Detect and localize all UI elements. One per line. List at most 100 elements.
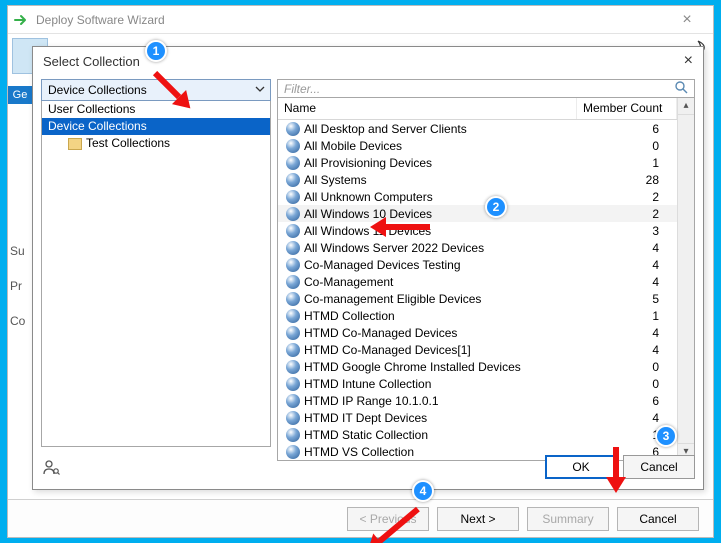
- collection-icon: [286, 156, 300, 170]
- wizard-side-label: Su: [10, 244, 25, 258]
- row-name: Co-Management: [304, 275, 589, 289]
- collection-list-wrap: Name Member Count All Desktop and Server…: [277, 98, 695, 461]
- tree-item[interactable]: User Collections: [42, 101, 270, 118]
- wizard-summary-button[interactable]: Summary: [527, 507, 609, 531]
- row-name: HTMD Co-Managed Devices: [304, 326, 589, 340]
- list-row[interactable]: All Mobile Devices0: [278, 137, 677, 154]
- list-header: Name Member Count: [278, 98, 677, 120]
- collection-icon: [286, 224, 300, 238]
- wizard-titlebar: Deploy Software Wizard ×: [8, 6, 713, 34]
- col-name-header[interactable]: Name: [278, 98, 577, 119]
- list-row[interactable]: All Provisioning Devices1: [278, 154, 677, 171]
- list-row[interactable]: HTMD IT Dept Devices4: [278, 409, 677, 426]
- list-row[interactable]: All Unknown Computers2: [278, 188, 677, 205]
- col-count-header[interactable]: Member Count: [577, 98, 677, 119]
- dialog-title: Select Collection: [43, 54, 665, 69]
- row-count: 3: [589, 224, 677, 238]
- row-count: 2: [589, 190, 677, 204]
- row-count: 1: [589, 428, 677, 442]
- list-row[interactable]: All Windows 10 Devices2: [278, 205, 677, 222]
- dialog-footer: OK Cancel: [41, 453, 695, 481]
- row-name: HTMD Intune Collection: [304, 377, 589, 391]
- row-name: All Windows 10 Devices: [304, 207, 589, 221]
- row-name: HTMD Google Chrome Installed Devices: [304, 360, 589, 374]
- row-name: All Mobile Devices: [304, 139, 589, 153]
- row-name: HTMD Static Collection: [304, 428, 589, 442]
- dropdown-value: Device Collections: [48, 83, 147, 97]
- collection-icon: [286, 139, 300, 153]
- tree-item[interactable]: Device Collections: [42, 118, 270, 135]
- row-name: All Windows Server 2022 Devices: [304, 241, 589, 255]
- dialog-right-pane: Filter... Name Member Count All Desktop …: [277, 79, 695, 447]
- ok-button[interactable]: OK: [545, 455, 617, 479]
- list-row[interactable]: Co-management Eligible Devices5: [278, 290, 677, 307]
- list-row[interactable]: HTMD Static Collection1: [278, 426, 677, 443]
- collection-icon: [286, 377, 300, 391]
- dialog-titlebar: Select Collection ×: [33, 47, 703, 75]
- dialog-cancel-button[interactable]: Cancel: [623, 455, 695, 479]
- list-row[interactable]: All Windows 11 Devices3: [278, 222, 677, 239]
- select-collection-dialog: Select Collection × Device Collections U…: [32, 46, 704, 490]
- collection-type-dropdown[interactable]: Device Collections: [41, 79, 271, 101]
- collection-icon: [286, 360, 300, 374]
- wizard-icon: [14, 12, 30, 28]
- wizard-cancel-button[interactable]: Cancel: [617, 507, 699, 531]
- dialog-body: Device Collections User CollectionsDevic…: [41, 79, 695, 447]
- row-count: 1: [589, 156, 677, 170]
- collection-icon: [286, 309, 300, 323]
- person-icon[interactable]: [41, 457, 61, 477]
- collection-icon: [286, 241, 300, 255]
- scroll-up-button[interactable]: ▴: [678, 98, 694, 115]
- tree-item[interactable]: Test Collections: [42, 135, 270, 152]
- wizard-next-button[interactable]: Next >: [437, 507, 519, 531]
- row-count: 4: [589, 326, 677, 340]
- row-name: HTMD IT Dept Devices: [304, 411, 589, 425]
- collection-icon: [286, 411, 300, 425]
- collection-icon: [286, 258, 300, 272]
- list-row[interactable]: HTMD IP Range 10.1.0.16: [278, 392, 677, 409]
- list-row[interactable]: All Systems28: [278, 171, 677, 188]
- filter-input[interactable]: Filter...: [277, 79, 695, 98]
- vertical-scrollbar[interactable]: ▴ ▾: [677, 98, 694, 460]
- list-row[interactable]: HTMD Co-Managed Devices[1]4: [278, 341, 677, 358]
- list-row[interactable]: HTMD Collection1: [278, 307, 677, 324]
- collection-list[interactable]: Name Member Count All Desktop and Server…: [278, 98, 677, 460]
- list-row[interactable]: All Windows Server 2022 Devices4: [278, 239, 677, 256]
- row-count: 2: [589, 207, 677, 221]
- row-name: Co-Managed Devices Testing: [304, 258, 589, 272]
- collection-icon: [286, 122, 300, 136]
- wizard-previous-button[interactable]: < Previous: [347, 507, 429, 531]
- wizard-title: Deploy Software Wizard: [36, 13, 667, 27]
- collection-icon: [286, 275, 300, 289]
- row-name: All Windows 11 Devices: [304, 224, 589, 238]
- row-count: 0: [589, 360, 677, 374]
- search-icon[interactable]: [674, 80, 688, 97]
- row-name: All Systems: [304, 173, 589, 187]
- list-row[interactable]: HTMD Intune Collection0: [278, 375, 677, 392]
- dialog-close-button[interactable]: ×: [665, 52, 693, 70]
- row-count: 4: [589, 343, 677, 357]
- row-count: 5: [589, 292, 677, 306]
- row-name: HTMD Co-Managed Devices[1]: [304, 343, 589, 357]
- list-row[interactable]: Co-Management4: [278, 273, 677, 290]
- wizard-left-tab: Ge: [8, 86, 32, 104]
- wizard-footer: < Previous Next > Summary Cancel: [8, 499, 713, 537]
- collection-icon: [286, 326, 300, 340]
- collection-icon: [286, 292, 300, 306]
- row-count: 0: [589, 139, 677, 153]
- list-row[interactable]: HTMD Google Chrome Installed Devices0: [278, 358, 677, 375]
- row-name: All Unknown Computers: [304, 190, 589, 204]
- list-row[interactable]: Co-Managed Devices Testing4: [278, 256, 677, 273]
- collection-icon: [286, 343, 300, 357]
- collection-icon: [286, 173, 300, 187]
- row-name: HTMD Collection: [304, 309, 589, 323]
- collection-tree[interactable]: User CollectionsDevice CollectionsTest C…: [41, 101, 271, 447]
- row-name: HTMD IP Range 10.1.0.1: [304, 394, 589, 408]
- list-row[interactable]: HTMD Co-Managed Devices4: [278, 324, 677, 341]
- dialog-left-pane: Device Collections User CollectionsDevic…: [41, 79, 271, 447]
- wizard-side-label: Co: [10, 314, 25, 328]
- wizard-close-button[interactable]: ×: [667, 11, 707, 29]
- collection-icon: [286, 207, 300, 221]
- list-row[interactable]: All Desktop and Server Clients6: [278, 120, 677, 137]
- row-name: Co-management Eligible Devices: [304, 292, 589, 306]
